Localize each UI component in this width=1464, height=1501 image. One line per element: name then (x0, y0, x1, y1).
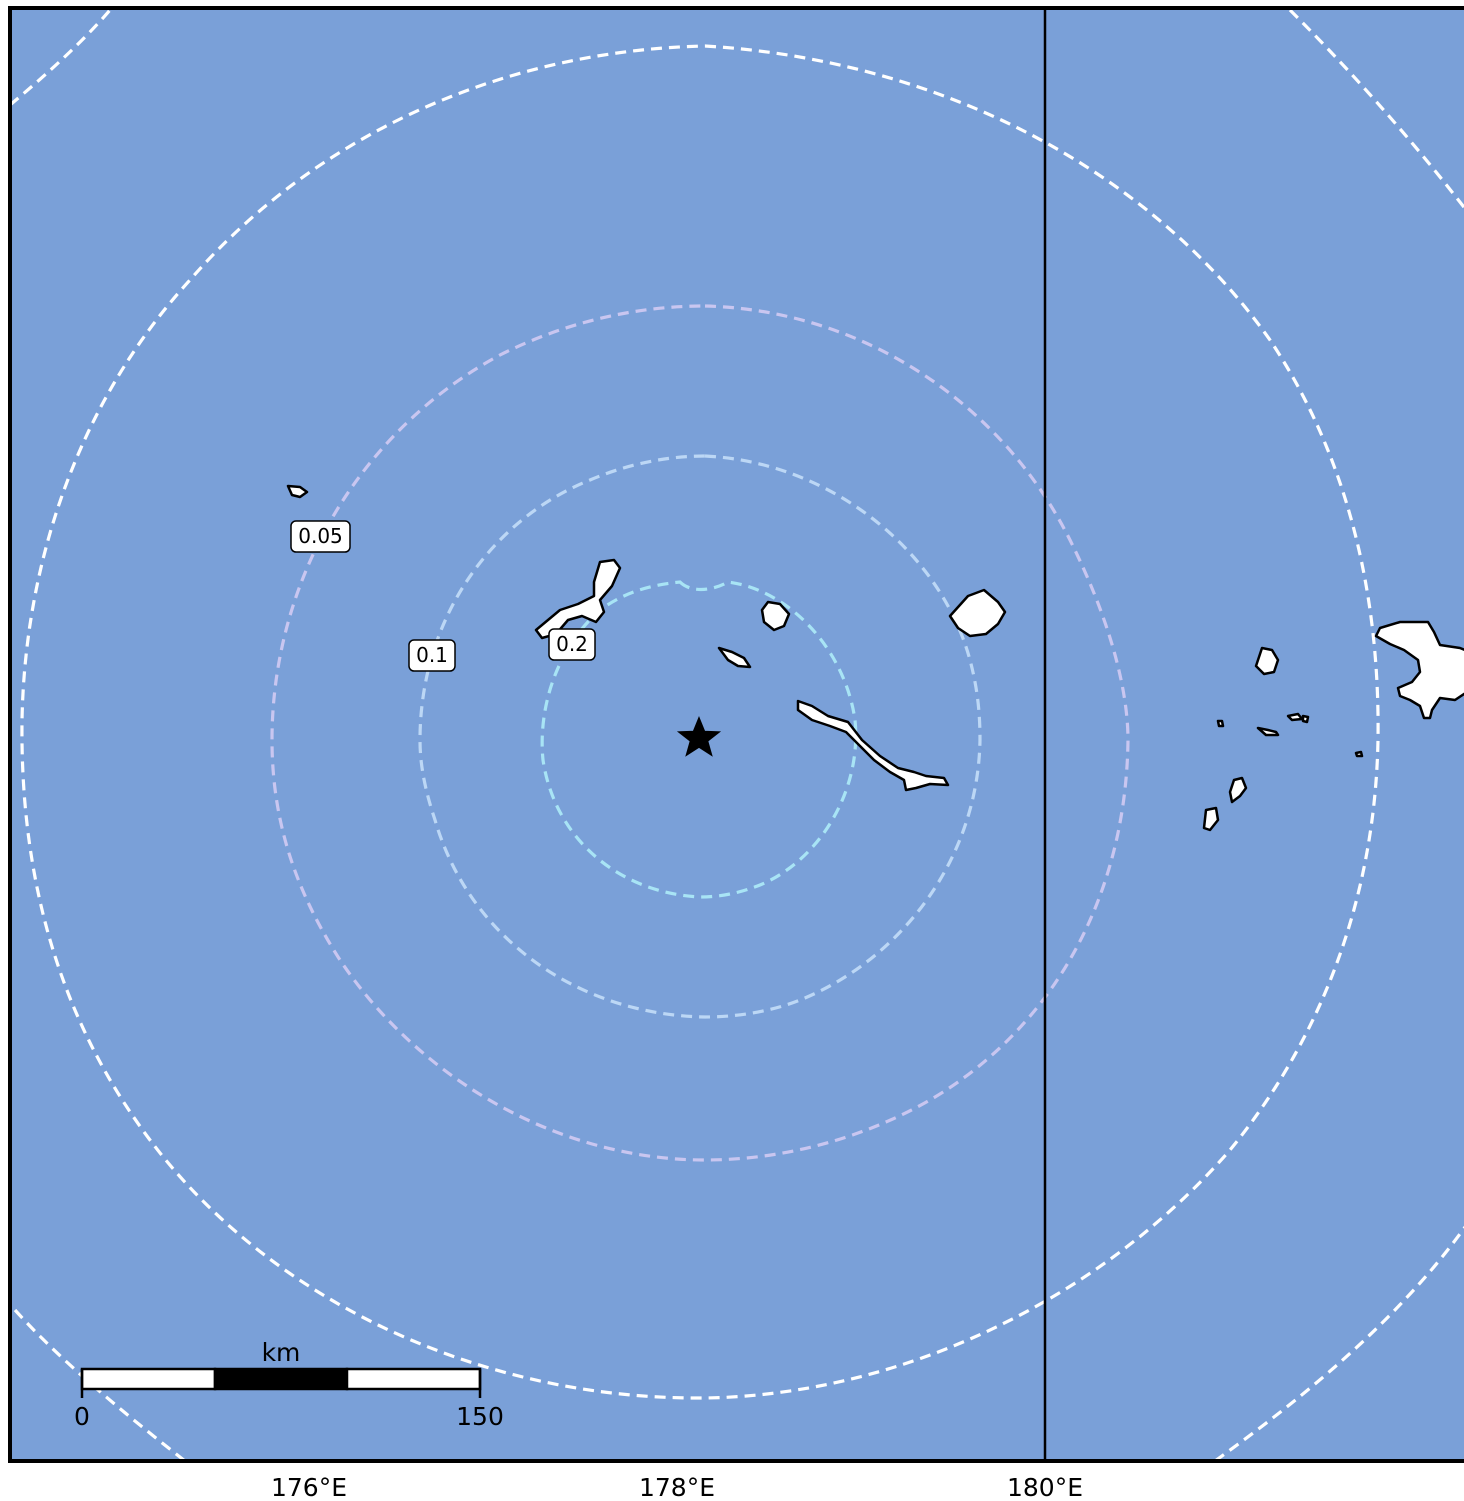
svg-text:0.05: 0.05 (298, 524, 343, 548)
scale-end-label: 150 (456, 1402, 504, 1431)
island-small-east-d (1286, 712, 1304, 722)
island-small-east-c (1256, 726, 1280, 737)
island-small-east-a (1254, 646, 1280, 676)
contour-line-innermost (540, 580, 858, 899)
island-small-east-e (1301, 714, 1310, 724)
island-adak-east (1374, 620, 1464, 720)
contour-line-outer-corner-br (1214, 1225, 1464, 1461)
island-amchitka-east (796, 699, 950, 792)
contour-label-0-1: 0.1 (408, 639, 456, 672)
ocean-background (10, 8, 1464, 1461)
contour-line-outer-corner-tr (1288, 8, 1464, 210)
island-small-nw (286, 484, 309, 499)
lon-tick-178: 178°E (639, 1473, 715, 1501)
svg-text:0.2: 0.2 (556, 632, 588, 656)
contour-label-0-05: 0.05 (290, 520, 351, 553)
lon-tick-176: 176°E (271, 1473, 347, 1501)
contour-line-0-2 (418, 454, 982, 1019)
island-small-east-h (1202, 806, 1220, 832)
map-frame (8, 6, 1464, 1463)
island-small-east-b (1216, 719, 1225, 728)
contour-label-0-2: 0.2 (548, 628, 596, 661)
epicenter-star-icon (676, 716, 722, 757)
island-small-east-g (1228, 776, 1248, 804)
island-small-center-a (717, 646, 752, 669)
scale-unit-label: km (262, 1338, 301, 1367)
svg-text:0.1: 0.1 (416, 643, 448, 667)
contour-line-outer-corner-bl (13, 1308, 186, 1461)
island-segula (760, 600, 791, 632)
scale-bar: km 0 150 (74, 1338, 504, 1431)
lon-tick-180: 180°E (1007, 1473, 1083, 1501)
scale-start-label: 0 (74, 1402, 90, 1431)
contour-line-0-05 (20, 44, 1380, 1400)
island-semisopochnoi (948, 588, 1007, 638)
island-kiska (534, 558, 622, 640)
island-small-east-f (1354, 750, 1364, 758)
